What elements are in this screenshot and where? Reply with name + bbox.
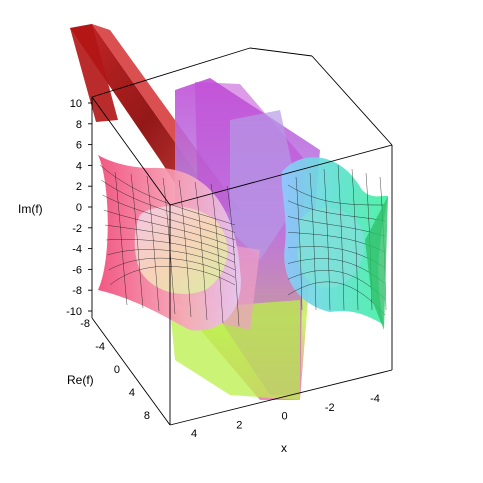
x-tick-label-0: 4 <box>191 428 197 440</box>
x-axis-title: x <box>281 441 287 455</box>
im-tick-label-0: 10 <box>70 98 82 110</box>
im-tick-label-2: 6 <box>76 140 82 152</box>
re-axis-title: Re(f) <box>67 373 94 387</box>
box-edge-1 <box>249 47 313 57</box>
surfaces-group <box>70 24 388 400</box>
im-tick-label-5: 0 <box>76 202 82 214</box>
x-tick-label-2: 0 <box>281 411 287 423</box>
im-tick-label-4: 2 <box>76 181 82 193</box>
bounding-box <box>91 47 393 426</box>
red-surface-wing-top <box>70 24 118 122</box>
x-tick-label-3: -2 <box>325 402 335 414</box>
im-tick-label-8: -6 <box>72 264 82 276</box>
right-bowl <box>297 207 365 289</box>
left-bowl <box>134 206 228 294</box>
im-tick-label-6: -2 <box>72 223 82 235</box>
im-axis-title: Im(f) <box>18 202 43 216</box>
im-tick-label-7: -4 <box>72 244 82 256</box>
re-tick-label-3: 4 <box>129 387 135 399</box>
im-tick-label-1: 8 <box>76 119 82 131</box>
left-mesh <box>99 164 240 327</box>
box-edge-4 <box>169 144 393 206</box>
box-edge-3 <box>91 96 171 206</box>
box-edge-9 <box>169 369 393 426</box>
box-edge-0 <box>91 47 251 98</box>
re-tick-label-0: -8 <box>80 318 90 330</box>
x-tick-label-1: 2 <box>236 419 242 431</box>
im-tick-label-3: 4 <box>76 160 82 172</box>
central-sheet-lavender <box>230 110 300 260</box>
box-edge-2 <box>311 55 393 146</box>
re-tick-label-4: 8 <box>144 410 150 422</box>
box-edge-8 <box>91 317 171 426</box>
x-tick-label-4: -4 <box>370 393 380 405</box>
im-tick-label-10: -10 <box>66 306 82 318</box>
right-surface-edge <box>365 196 388 330</box>
re-tick-label-2: 0 <box>114 364 120 376</box>
im-tick-label-9: -8 <box>72 285 82 297</box>
re-tick-label-1: -4 <box>95 341 105 353</box>
